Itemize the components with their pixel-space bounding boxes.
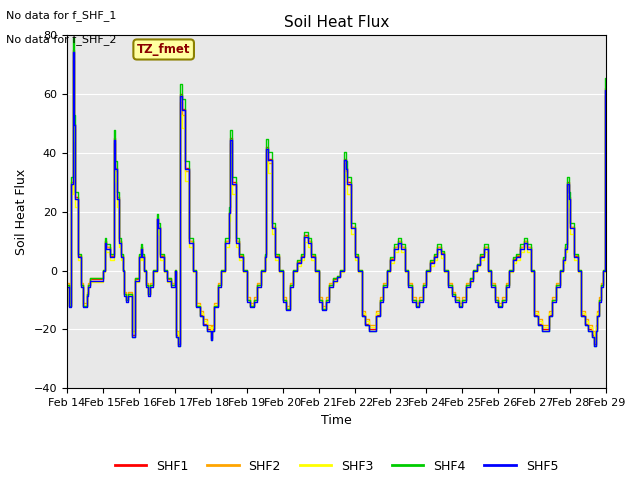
SHF3: [175, 337, 182, 343]
SHF1: [293, 268, 301, 274]
SHF1: [602, 85, 610, 91]
SHF4: [69, 35, 77, 40]
SHF2: [69, 57, 77, 62]
Text: TZ_fmet: TZ_fmet: [137, 43, 191, 56]
SHF1: [336, 268, 344, 274]
SHF2: [336, 267, 344, 273]
SHF5: [182, 108, 189, 113]
SHF2: [175, 336, 182, 342]
SHF4: [602, 75, 610, 81]
Y-axis label: Soil Heat Flux: Soil Heat Flux: [15, 168, 28, 255]
Text: No data for f_SHF_2: No data for f_SHF_2: [6, 34, 117, 45]
SHF5: [590, 343, 598, 348]
SHF4: [590, 344, 598, 349]
SHF5: [602, 87, 610, 93]
SHF5: [63, 284, 70, 290]
SHF2: [63, 280, 70, 286]
SHF4: [175, 344, 182, 349]
SHF4: [369, 328, 376, 334]
X-axis label: Time: Time: [321, 414, 352, 427]
SHF2: [293, 267, 301, 273]
SHF1: [369, 326, 376, 332]
SHF3: [293, 269, 301, 275]
SHF3: [336, 269, 344, 275]
Line: SHF5: SHF5: [67, 51, 606, 346]
SHF3: [69, 72, 77, 78]
Line: SHF3: SHF3: [67, 75, 606, 340]
SHF3: [590, 337, 598, 343]
SHF2: [599, 267, 607, 273]
SHF1: [175, 341, 182, 347]
SHF1: [63, 283, 70, 288]
SHF4: [599, 267, 607, 273]
SHF1: [69, 47, 77, 53]
SHF1: [182, 106, 189, 112]
SHF2: [369, 322, 376, 328]
SHF5: [69, 48, 77, 54]
Line: SHF4: SHF4: [67, 37, 606, 347]
SHF4: [336, 267, 344, 273]
SHF4: [63, 282, 70, 288]
SHF3: [182, 125, 189, 131]
SHF2: [602, 93, 610, 99]
SHF2: [182, 113, 189, 119]
SHF3: [599, 269, 607, 275]
Legend: SHF1, SHF2, SHF3, SHF4, SHF5: SHF1, SHF2, SHF3, SHF4, SHF5: [110, 455, 563, 478]
SHF5: [599, 268, 607, 274]
SHF4: [293, 267, 301, 273]
SHF3: [63, 284, 70, 290]
SHF2: [590, 336, 598, 342]
SHF3: [369, 324, 376, 329]
SHF4: [182, 96, 189, 102]
SHF3: [602, 107, 610, 112]
SHF5: [175, 343, 182, 348]
SHF5: [293, 268, 301, 274]
SHF5: [369, 328, 376, 334]
SHF5: [336, 268, 344, 274]
SHF1: [599, 268, 607, 274]
Title: Soil Heat Flux: Soil Heat Flux: [284, 15, 389, 30]
Line: SHF1: SHF1: [67, 50, 606, 344]
Text: No data for f_SHF_1: No data for f_SHF_1: [6, 10, 116, 21]
SHF1: [590, 341, 598, 347]
Line: SHF2: SHF2: [67, 60, 606, 339]
